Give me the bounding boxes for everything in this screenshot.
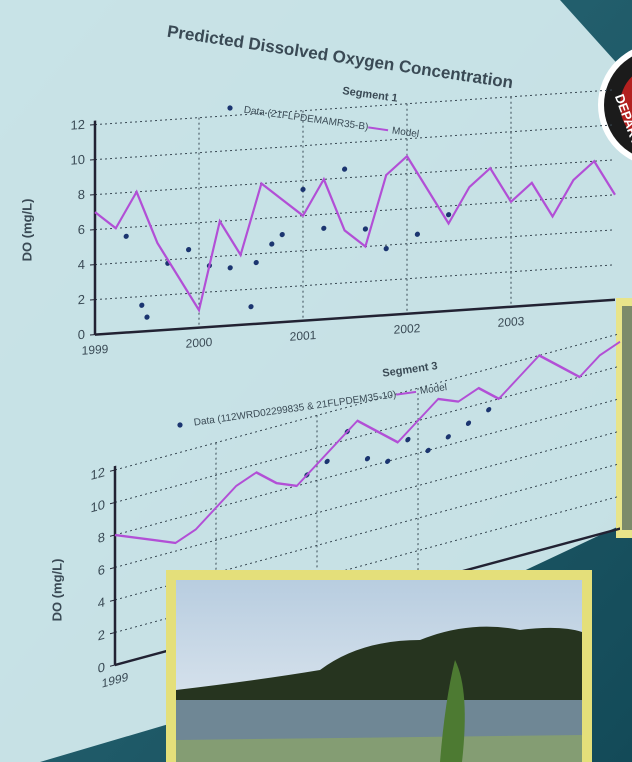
lake-photo (166, 570, 592, 762)
side-photo (616, 298, 632, 538)
y-tick-label: 12 (71, 117, 85, 133)
y-tick-label: 2 (78, 292, 85, 307)
cover: DEPARTM Predicted Dissolved Oxygen Conce… (0, 0, 632, 762)
y-tick-label: 0 (98, 659, 105, 676)
y-tick-label: 10 (71, 152, 85, 168)
y-axis-label: DO (mg/L) (49, 559, 64, 622)
y-tick-label: 8 (78, 187, 85, 202)
y-axis-label: DO (mg/L) (19, 199, 34, 262)
x-tick-label: 2003 (498, 314, 525, 330)
y-tick-label: 2 (98, 627, 105, 644)
y-tick-label: 4 (78, 257, 85, 272)
y-tick-label: 0 (78, 327, 85, 342)
page: DEPARTM Predicted Dissolved Oxygen Conce… (0, 0, 632, 762)
x-tick-label: 2001 (290, 328, 317, 344)
y-tick-label: 4 (98, 594, 105, 611)
x-tick-label: 2000 (186, 335, 213, 351)
x-tick-label: 1999 (82, 342, 109, 358)
y-tick-label: 6 (98, 562, 105, 579)
y-tick-label: 8 (98, 529, 105, 546)
y-tick-label: 6 (78, 222, 85, 237)
x-tick-label: 2002 (394, 321, 421, 337)
